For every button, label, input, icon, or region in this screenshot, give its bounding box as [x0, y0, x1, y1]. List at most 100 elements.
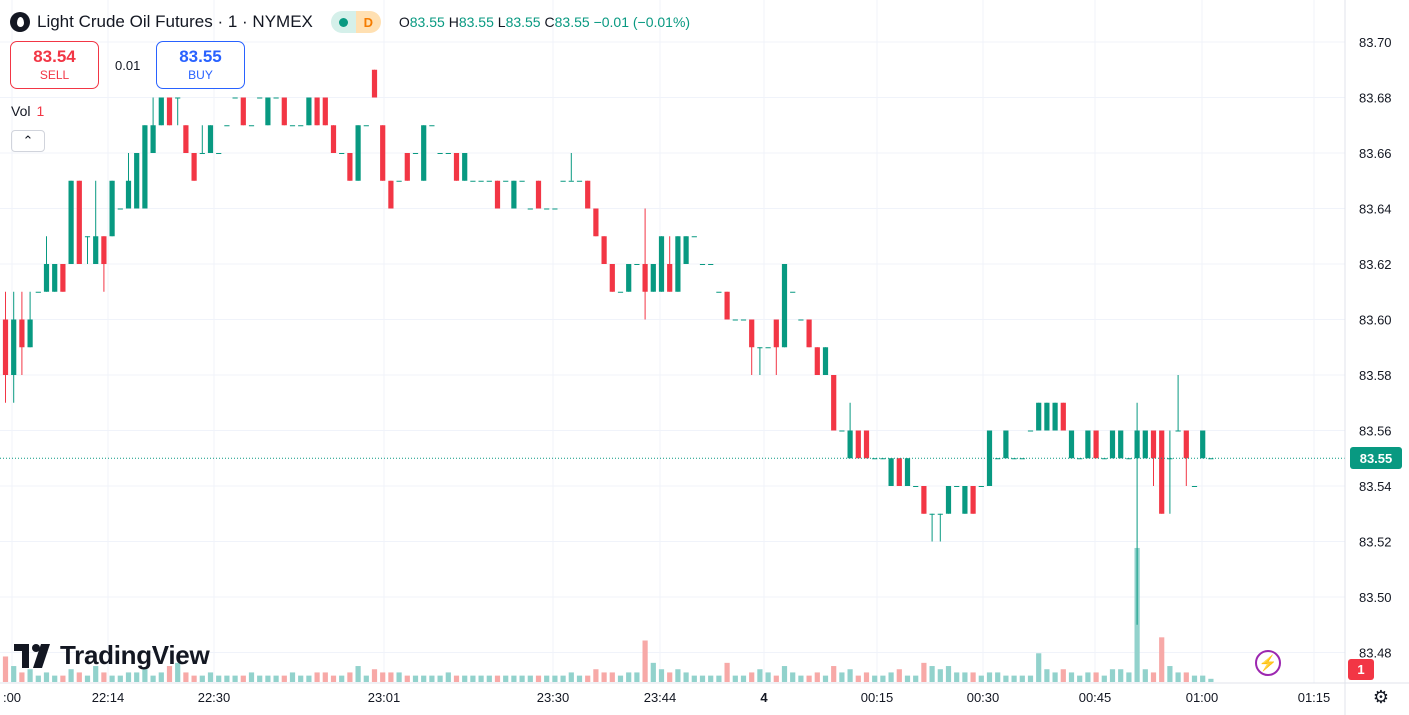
buy-button[interactable]: 83.55 BUY — [156, 41, 245, 89]
candle-body — [273, 97, 279, 99]
candle-body — [76, 180, 82, 264]
tradingview-logo[interactable]: TradingView — [14, 640, 210, 671]
candle-body — [486, 180, 492, 182]
tradingview-logo-icon — [14, 643, 50, 668]
candle-body — [757, 347, 763, 349]
price-axis[interactable]: 83.70 83.68 83.66 83.64 83.62 83.60 83.58 83.56… — [1344, 0, 1392, 715]
candle-body — [1060, 402, 1066, 431]
candle-body — [773, 319, 779, 348]
delay-badge: D — [355, 11, 381, 33]
candle-body — [683, 236, 689, 264]
candle-body — [527, 208, 533, 210]
candle-body — [699, 264, 706, 265]
candle-body — [1191, 486, 1198, 487]
candle-body — [388, 180, 394, 209]
volume-bar — [1093, 672, 1099, 682]
sell-price: 83.54 — [33, 47, 76, 66]
market-status-badge[interactable]: D — [330, 11, 381, 33]
time-tick-label: 23:01 — [368, 690, 401, 705]
candle-body — [1077, 458, 1083, 460]
volume-bar — [347, 672, 353, 682]
volume-bar — [289, 672, 296, 682]
sell-button[interactable]: 83.54 SELL — [10, 41, 99, 89]
volume-bar — [248, 672, 255, 682]
ohlc-values: O83.55 H83.55 L83.55 C83.55 −0.01 (−0.01… — [398, 14, 691, 30]
volume-bar — [298, 675, 304, 682]
candle-body — [494, 180, 501, 209]
volume-bar — [404, 675, 410, 682]
time-tick-label: 00:45 — [1079, 690, 1112, 705]
candle-body — [945, 486, 952, 514]
candle-body — [298, 125, 304, 127]
price-tick-label: 83.52 — [1359, 535, 1392, 550]
candle-body — [412, 153, 419, 154]
gear-icon[interactable]: ⚙ — [1372, 686, 1390, 707]
volume-bar — [388, 672, 394, 682]
candle-body — [199, 153, 205, 154]
candle-body — [11, 319, 17, 375]
volume-bar — [371, 669, 378, 682]
candle-body — [322, 97, 328, 126]
candle-body — [437, 153, 443, 154]
chart-grid — [0, 0, 1345, 683]
candle-body — [1093, 430, 1099, 459]
symbol-title[interactable]: Light Crude Oil Futures · 1 · NYMEX — [37, 12, 313, 31]
candle-body — [863, 430, 870, 459]
price-tick-label: 83.68 — [1359, 91, 1392, 106]
volume-bar — [486, 675, 492, 682]
time-axis[interactable]: :00 22:14 22:30 23:01 23:30 23:44 4 00:15 00:30 0… — [0, 682, 1409, 705]
volume-bar — [945, 666, 952, 682]
volume-bar — [896, 669, 902, 682]
volume-bar — [609, 672, 615, 682]
candle-body — [1159, 430, 1165, 514]
candle-body — [125, 180, 132, 209]
candle-body — [462, 153, 468, 181]
candle-body — [839, 430, 845, 432]
volume-bar — [1150, 672, 1157, 682]
price-tick-label: 83.62 — [1359, 257, 1392, 272]
candle-body — [732, 319, 738, 321]
volume-bar — [552, 675, 558, 682]
time-tick-label: 22:30 — [198, 690, 231, 705]
bolt-icon[interactable]: ⚡ — [1255, 650, 1281, 676]
volume-bar — [470, 675, 476, 682]
candle-body — [109, 180, 115, 237]
candle-body — [814, 347, 820, 375]
candle-body — [134, 153, 140, 209]
volume-bar — [421, 675, 427, 682]
candle-body — [27, 319, 33, 348]
candle-body — [1003, 430, 1009, 459]
volume-bar — [740, 675, 747, 682]
candle-body — [995, 458, 1001, 460]
candle-body — [1150, 430, 1157, 459]
candle-body — [43, 264, 50, 292]
candle-body — [207, 125, 214, 153]
volume-bar — [1109, 669, 1116, 682]
volume-bar — [1052, 672, 1058, 682]
volume-legend[interactable]: Vol 1 — [11, 103, 44, 119]
candle-body — [224, 125, 230, 127]
candle-body — [281, 97, 287, 126]
volume-bar — [462, 675, 468, 682]
candle-body — [347, 153, 353, 181]
volume-bar — [954, 672, 960, 682]
volume-bar — [1208, 678, 1214, 682]
candle-body — [585, 180, 591, 209]
collapse-legend-button[interactable]: ⌃ — [11, 130, 45, 152]
volume-bar — [814, 672, 820, 682]
candle-body — [609, 264, 615, 292]
volume-bar — [757, 669, 763, 682]
volume-bar — [1200, 675, 1206, 682]
volume-bar — [216, 675, 222, 682]
volume-bar — [749, 672, 755, 682]
volume-bar — [109, 675, 115, 682]
candle-body — [404, 153, 410, 181]
volume-bar — [798, 675, 804, 682]
volume-bar — [626, 672, 632, 682]
volume-bar — [52, 675, 58, 682]
volume-bar — [822, 675, 829, 682]
candle-body — [626, 264, 632, 292]
candle-body — [568, 180, 574, 182]
volume-count-badge: 1 — [1348, 659, 1374, 680]
